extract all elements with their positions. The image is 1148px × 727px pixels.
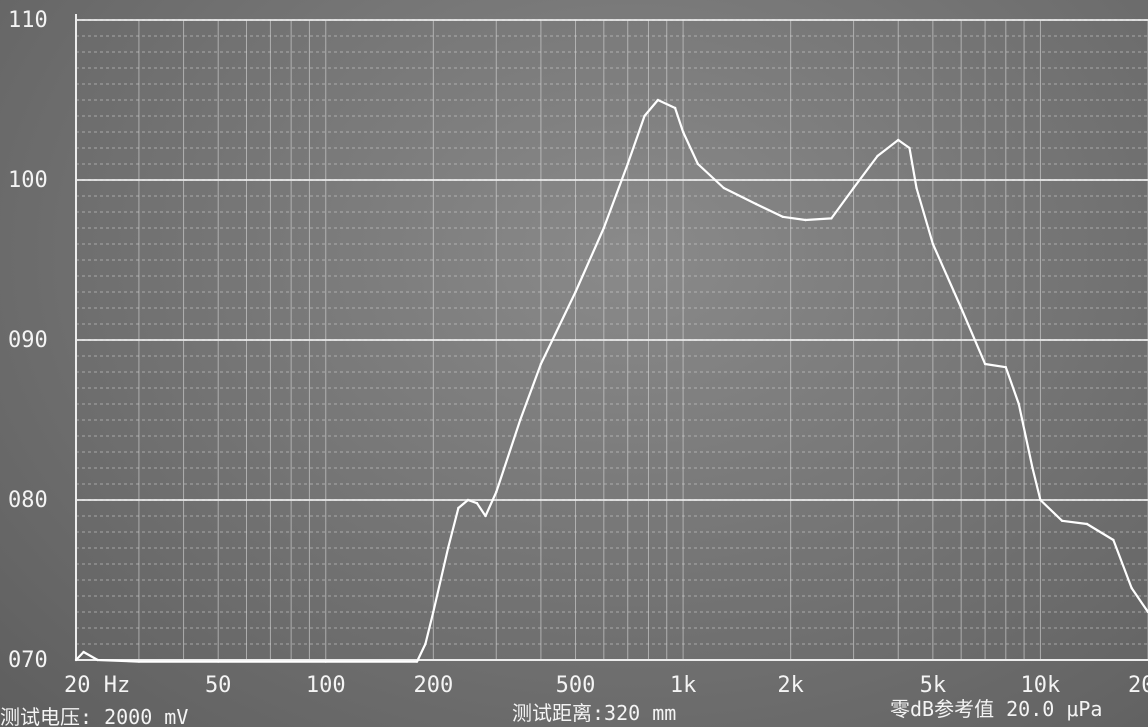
response-point	[626, 162, 629, 166]
response-point	[602, 226, 606, 230]
response-point	[983, 362, 987, 366]
response-point	[908, 146, 911, 150]
response-point	[1112, 538, 1115, 542]
response-point	[415, 660, 419, 663]
response-point	[1031, 466, 1034, 470]
response-point	[574, 290, 577, 294]
response-point	[656, 98, 660, 102]
response-point	[518, 418, 522, 422]
y-tick-label: 100	[8, 168, 48, 193]
x-tick-label: 10k	[1021, 673, 1061, 698]
y-tick-label: 080	[8, 488, 48, 513]
x-tick-label: 50	[205, 673, 232, 698]
x-tick-label: 2k	[777, 673, 804, 698]
y-tick-label: 110	[8, 8, 48, 33]
x-tick-label: 500	[556, 673, 596, 698]
response-point	[432, 610, 435, 614]
response-point	[959, 306, 963, 310]
response-point	[1130, 586, 1133, 590]
footer-voltage: 测试电压: 2000 mV	[0, 705, 188, 727]
x-tick-label: 200	[413, 673, 453, 698]
response-curve	[75, 98, 1148, 663]
footer-distance: 测试距离:320 mm	[512, 701, 676, 725]
response-point	[1060, 519, 1064, 522]
response-point	[324, 660, 327, 663]
response-point	[466, 498, 470, 502]
x-tick-label: 5k	[920, 673, 947, 698]
footer-reference: 零dB参考值 20.0 μPa	[890, 697, 1102, 721]
x-tick-label: 100	[306, 673, 346, 698]
response-point	[495, 490, 498, 494]
response-point	[74, 658, 78, 662]
response-point	[897, 138, 900, 142]
response-points	[74, 98, 1148, 663]
response-point	[96, 658, 99, 662]
response-point	[1017, 402, 1021, 406]
response-point	[446, 546, 450, 550]
response-point	[931, 242, 935, 246]
y-axis-ticks: 110 100 090 080 070	[8, 8, 48, 673]
y-tick-label: 090	[8, 328, 48, 353]
response-point	[82, 650, 85, 654]
response-point	[484, 514, 487, 518]
response-point	[876, 154, 879, 158]
response-point	[781, 215, 784, 218]
response-point	[830, 217, 833, 220]
response-point	[804, 218, 807, 222]
response-point	[457, 506, 460, 510]
x-axis-ticks: 20 Hz 50 100 200 500 1k 2k 5k 10k 20	[64, 673, 1148, 698]
response-point	[696, 162, 700, 166]
response-point	[424, 642, 427, 646]
response-point	[643, 114, 646, 118]
response-point	[681, 130, 685, 134]
response-point	[1085, 522, 1089, 526]
x-tick-label: 1k	[670, 673, 697, 698]
response-point	[1039, 498, 1042, 502]
response-point	[852, 186, 855, 190]
response-point	[673, 106, 677, 110]
x-tick-label: 20 Hz	[64, 673, 130, 698]
response-point	[475, 502, 479, 505]
response-point	[216, 660, 220, 663]
response-point	[754, 202, 758, 206]
y-tick-label: 070	[8, 648, 48, 673]
grid-major	[75, 14, 1148, 661]
response-point	[722, 186, 726, 190]
response-point	[539, 362, 543, 366]
response-point	[915, 186, 918, 190]
response-point	[137, 660, 141, 663]
response-point	[1004, 366, 1008, 369]
x-tick-label: 20	[1128, 673, 1148, 698]
